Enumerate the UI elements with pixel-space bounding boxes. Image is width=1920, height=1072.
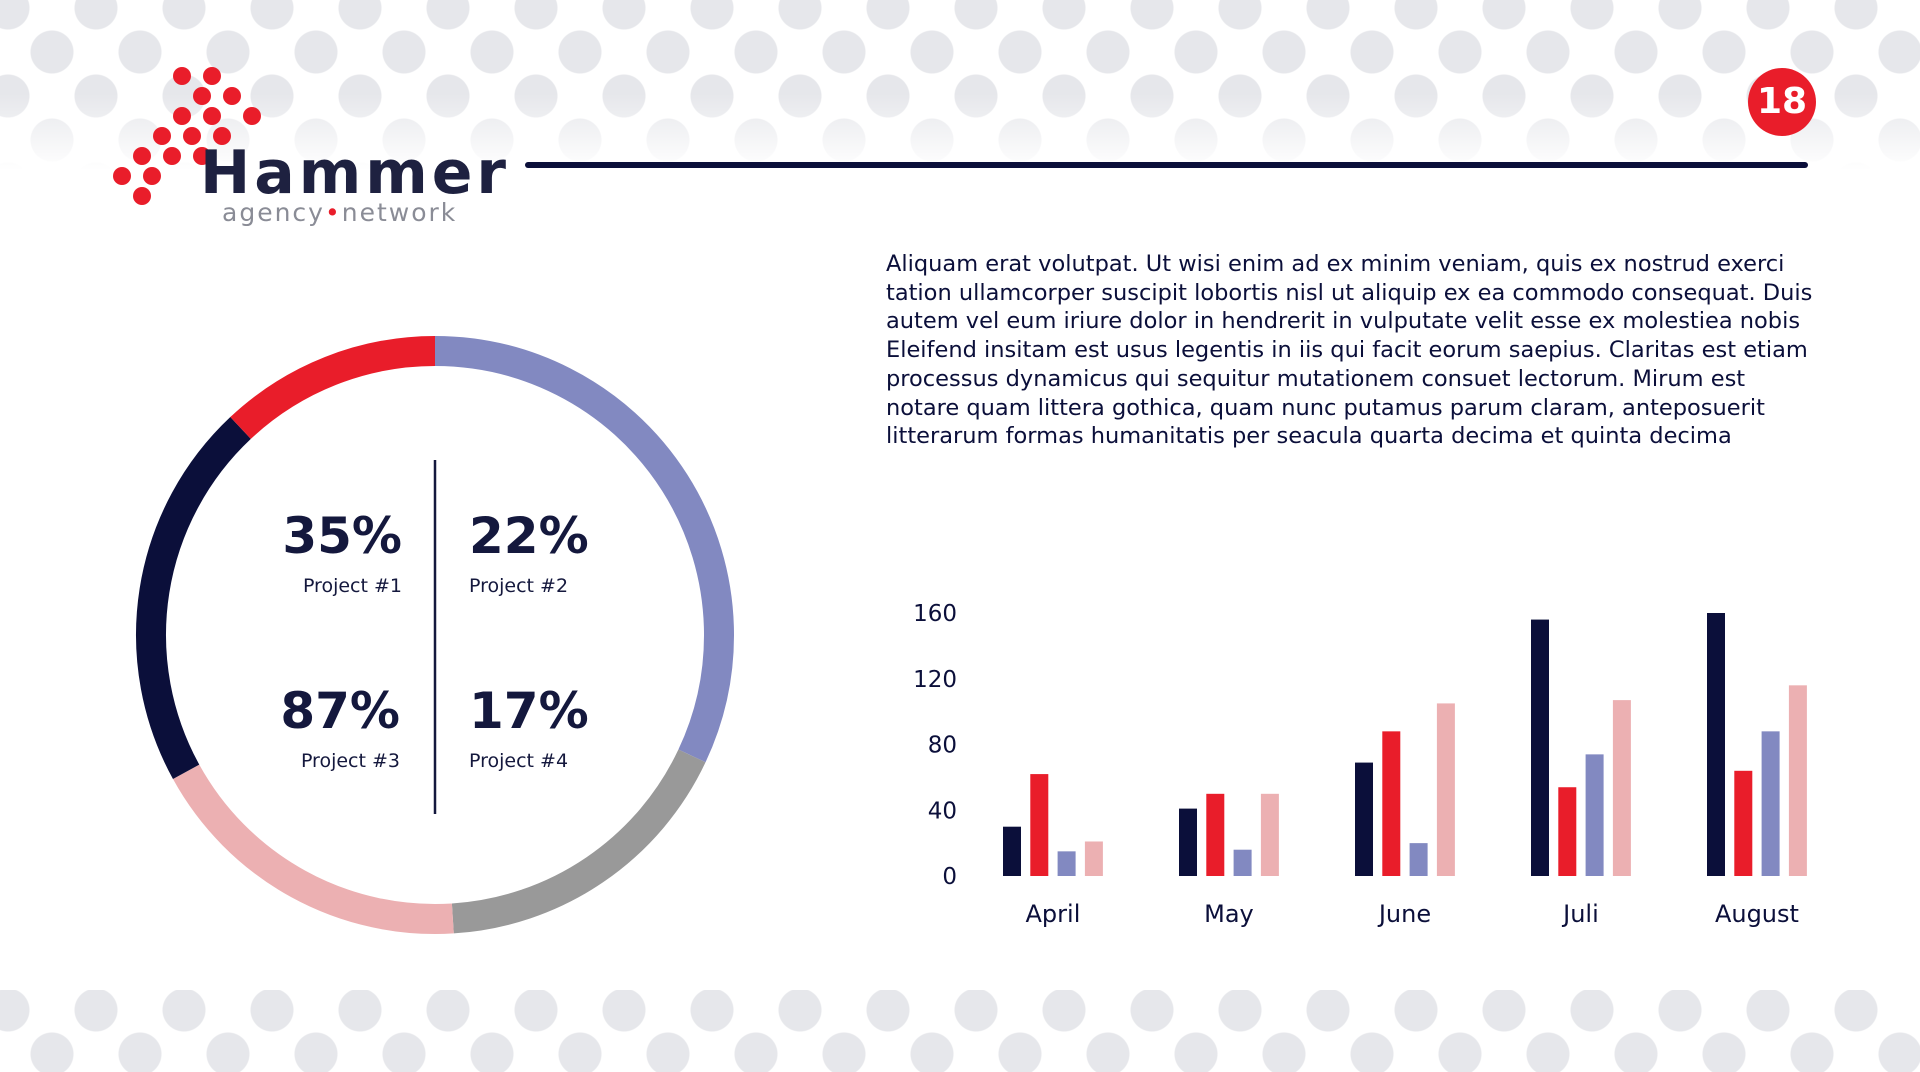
- dot-pattern-fade: [0, 0, 1920, 170]
- donut-slice-2: [451, 749, 706, 934]
- donut-slice-4: [136, 417, 251, 780]
- y-tick-label-3: 120: [913, 667, 957, 693]
- header-divider: [525, 162, 1808, 168]
- stat-label-project-3: Project #3: [301, 750, 400, 772]
- x-category-label-juli: Juli: [1561, 900, 1599, 928]
- logo-dots-icon: [113, 67, 261, 205]
- logo-tag-right: network: [341, 198, 458, 227]
- bar-april-series-4: [1084, 841, 1103, 876]
- y-tick-label-0: 0: [942, 864, 957, 890]
- donut-stats: 35% Project #1 22% Project #2 87% Projec…: [280, 507, 588, 772]
- y-tick-label-2: 80: [928, 733, 957, 759]
- bar-april-series-3: [1057, 851, 1076, 876]
- x-category-label-may: May: [1204, 900, 1254, 928]
- logo-name: Hammer: [200, 138, 511, 208]
- stat-label-project-1: Project #1: [303, 575, 402, 597]
- bar-may-series-4: [1260, 793, 1279, 876]
- logo-tag-dot-icon: •: [324, 198, 342, 227]
- bar-april-series-2: [1030, 774, 1049, 876]
- bar-may-series-1: [1179, 808, 1197, 876]
- donut-slice-5: [230, 336, 436, 440]
- logo: Hammer agency•network: [110, 60, 530, 230]
- bar-june-series-3: [1409, 843, 1428, 876]
- dot-pattern-bottom: [0, 990, 1920, 1072]
- bar-may-series-3: [1233, 849, 1252, 876]
- bar-juli-series-2: [1558, 787, 1577, 876]
- bar-august-series-4: [1788, 685, 1807, 876]
- bar-chart: 0 40 80 120 160 April May June Juli August: [913, 601, 1807, 928]
- x-category-label-august: August: [1715, 900, 1799, 928]
- bar-june-series-2: [1382, 731, 1401, 876]
- bar-may-series-2: [1206, 793, 1225, 876]
- donut-slice-1: [434, 336, 734, 763]
- x-category-label-june: June: [1377, 900, 1431, 928]
- donut-chart: [136, 336, 734, 934]
- bar-august-series-3: [1761, 731, 1780, 876]
- stat-value-project-4: 17%: [469, 682, 589, 740]
- logo-tagline: agency•network: [222, 198, 457, 227]
- logo-tag-left: agency: [222, 198, 325, 227]
- bar-august-series-1: [1707, 613, 1725, 876]
- y-tick-label-1: 40: [928, 798, 957, 824]
- y-tick-label-4: 160: [913, 601, 957, 627]
- bar-juli-series-1: [1531, 619, 1549, 876]
- bar-august-series-2: [1734, 770, 1753, 876]
- stat-value-project-3: 87%: [280, 682, 400, 740]
- stat-value-project-1: 35%: [282, 507, 402, 565]
- bar-june-series-4: [1436, 703, 1455, 876]
- donut-slice-3: [172, 764, 454, 934]
- x-category-label-april: April: [1026, 900, 1081, 928]
- stat-label-project-2: Project #2: [469, 575, 568, 597]
- stat-label-project-4: Project #4: [469, 750, 568, 772]
- body-paragraph: Aliquam erat volutpat. Ut wisi enim ad e…: [886, 251, 1813, 450]
- bar-april-series-1: [1003, 826, 1021, 876]
- bar-june-series-1: [1355, 762, 1373, 876]
- bar-juli-series-3: [1585, 754, 1604, 876]
- page-number-badge: 18: [1748, 68, 1816, 136]
- stat-value-project-2: 22%: [469, 507, 589, 565]
- body-text: Aliquam erat volutpat. Ut wisi enim ad e…: [886, 250, 1816, 451]
- bar-juli-series-4: [1612, 700, 1631, 876]
